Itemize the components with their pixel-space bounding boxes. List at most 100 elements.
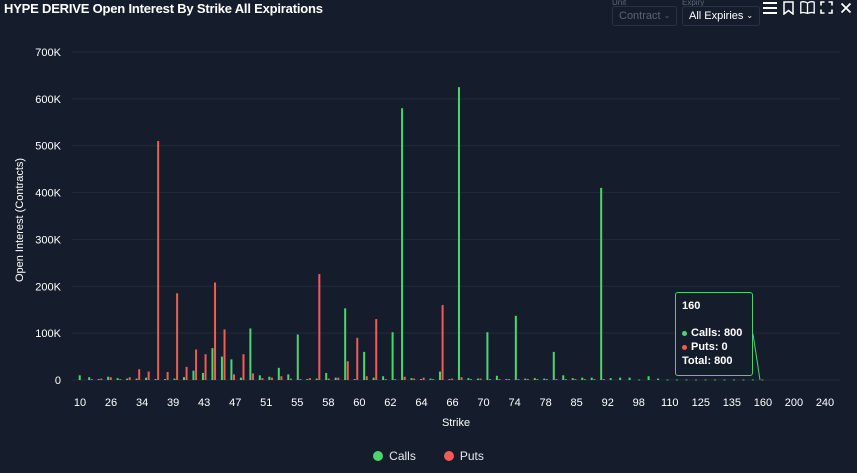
bar-puts-72[interactable] (564, 379, 567, 380)
bar-puts-35[interactable] (223, 329, 226, 380)
bar-calls-32[interactable] (192, 370, 195, 380)
bar-calls-130[interactable] (713, 379, 716, 381)
bar-calls-24[interactable] (116, 378, 119, 380)
bar-calls-57[interactable] (429, 378, 432, 380)
bar-calls-53[interactable] (391, 332, 394, 380)
bar-calls-38[interactable] (249, 328, 252, 380)
bar-puts-49[interactable] (356, 337, 359, 380)
bar-puts-27[interactable] (147, 371, 150, 380)
bar-puts-37[interactable] (242, 354, 245, 380)
bar-calls-145[interactable] (742, 379, 745, 381)
bar-puts-51[interactable] (375, 319, 378, 380)
legend-item-puts[interactable]: Puts (443, 449, 484, 463)
bar-calls-52[interactable] (382, 376, 385, 380)
bar-puts-50[interactable] (365, 376, 368, 380)
bar-calls-72[interactable] (562, 375, 565, 380)
bar-puts-28[interactable] (157, 141, 160, 380)
bar-calls-46[interactable] (325, 372, 328, 380)
bar-calls-55[interactable] (410, 378, 413, 380)
bar-calls-66[interactable] (514, 315, 517, 380)
bar-puts-45[interactable] (318, 274, 321, 380)
bar-puts-74[interactable] (574, 379, 577, 380)
bar-calls-68[interactable] (533, 378, 536, 380)
bar-calls-43[interactable] (296, 334, 299, 380)
bar-puts-46[interactable] (327, 378, 330, 380)
bar-calls-120[interactable] (694, 379, 697, 381)
bar-calls-10[interactable] (78, 375, 81, 380)
bar-puts-60[interactable] (460, 377, 463, 380)
bar-calls-54[interactable] (401, 108, 404, 380)
bar-puts-32[interactable] (195, 349, 198, 380)
bar-calls-75[interactable] (581, 377, 584, 380)
bar-calls-21[interactable] (88, 377, 91, 380)
bar-puts-52[interactable] (384, 379, 387, 380)
bar-puts-76[interactable] (593, 379, 596, 380)
bar-calls-30[interactable] (173, 378, 176, 380)
bar-calls-39[interactable] (258, 375, 261, 380)
bar-calls-150[interactable] (751, 379, 754, 381)
bar-puts-62[interactable] (479, 378, 482, 380)
bar-calls-115[interactable] (685, 379, 688, 381)
bar-puts-23[interactable] (109, 377, 112, 380)
bar-calls-23[interactable] (107, 376, 110, 380)
bar-calls-26[interactable] (135, 378, 138, 380)
bar-puts-58[interactable] (441, 305, 444, 380)
bar-puts-59[interactable] (451, 378, 454, 380)
bar-calls-40[interactable] (268, 376, 271, 380)
bar-puts-44[interactable] (308, 378, 311, 380)
bar-puts-53[interactable] (394, 379, 397, 380)
bar-calls-51[interactable] (372, 377, 375, 380)
bar-calls-31[interactable] (182, 377, 185, 380)
bar-puts-63[interactable] (489, 379, 492, 380)
bar-calls-49[interactable] (353, 379, 356, 380)
bar-puts-25[interactable] (128, 377, 131, 380)
menu-icon[interactable] (762, 0, 777, 15)
legend-item-calls[interactable]: Calls (373, 449, 416, 463)
bar-calls-100[interactable] (657, 378, 660, 380)
bar-calls-65[interactable] (505, 379, 508, 380)
bar-puts-43[interactable] (299, 379, 302, 380)
fullscreen-icon[interactable] (819, 0, 834, 15)
bar-calls-50[interactable] (363, 351, 366, 380)
bar-calls-34[interactable] (211, 348, 214, 380)
bar-puts-22[interactable] (100, 378, 103, 380)
bar-puts-65[interactable] (507, 379, 510, 380)
bar-puts-57[interactable] (432, 379, 435, 380)
bar-calls-60[interactable] (457, 87, 460, 381)
close-icon[interactable] (838, 0, 853, 15)
bar-puts-66[interactable] (517, 379, 520, 380)
bar-calls-74[interactable] (571, 378, 574, 380)
bar-calls-140[interactable] (732, 379, 735, 381)
bar-calls-37[interactable] (239, 377, 242, 380)
bar-puts-39[interactable] (261, 378, 264, 380)
bar-calls-78[interactable] (600, 187, 603, 380)
bar-calls-35[interactable] (220, 356, 223, 380)
bar-calls-42[interactable] (287, 374, 290, 380)
bar-calls-105[interactable] (666, 379, 669, 381)
unit-dropdown[interactable]: Contract ⌄ (612, 6, 678, 26)
bookmark-icon[interactable] (781, 0, 796, 15)
bar-puts-29[interactable] (166, 372, 169, 380)
bar-puts-64[interactable] (498, 379, 501, 380)
bar-calls-25[interactable] (126, 378, 129, 380)
bar-puts-55[interactable] (413, 378, 416, 380)
bar-puts-75[interactable] (583, 379, 586, 380)
bar-calls-29[interactable] (164, 379, 167, 380)
bar-calls-61[interactable] (467, 378, 470, 380)
bar-puts-78[interactable] (602, 379, 605, 380)
bar-puts-61[interactable] (470, 379, 473, 380)
bar-calls-90[interactable] (628, 377, 631, 380)
bar-puts-42[interactable] (289, 378, 292, 380)
bar-calls-64[interactable] (495, 375, 498, 380)
bar-puts-36[interactable] (233, 374, 236, 380)
bar-puts-33[interactable] (204, 354, 207, 380)
bar-calls-47[interactable] (334, 377, 337, 380)
bar-puts-48[interactable] (346, 361, 349, 380)
bar-puts-31[interactable] (185, 366, 188, 380)
bar-calls-33[interactable] (201, 372, 204, 380)
bar-puts-26[interactable] (138, 369, 141, 380)
bar-calls-70[interactable] (552, 351, 555, 380)
bar-puts-54[interactable] (403, 376, 406, 380)
bar-puts-38[interactable] (251, 373, 254, 380)
bar-calls-41[interactable] (277, 367, 280, 380)
